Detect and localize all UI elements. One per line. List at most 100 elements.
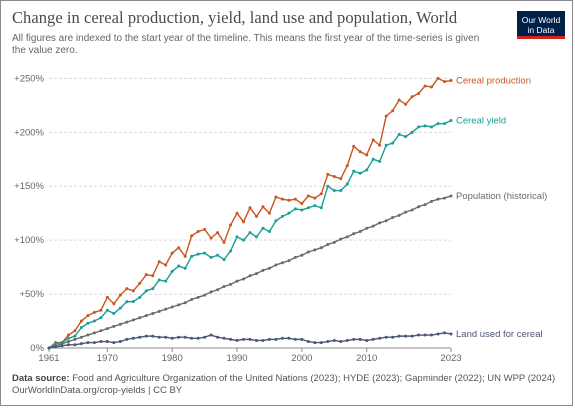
data-point [222, 336, 226, 340]
data-point [449, 194, 453, 198]
data-point [125, 337, 129, 341]
data-point [404, 334, 408, 338]
data-point [99, 329, 103, 333]
footer-url[interactable]: OurWorldInData.org/crop-yields | CC BY [12, 385, 183, 396]
data-point [326, 172, 330, 176]
data-point [248, 206, 252, 210]
data-point [352, 144, 356, 148]
data-point [92, 341, 96, 345]
data-point [397, 213, 401, 217]
data-point [436, 332, 440, 336]
x-tick-label: 1980 [162, 353, 183, 364]
data-point [125, 300, 129, 304]
data-point [449, 332, 453, 336]
data-point [138, 335, 142, 339]
data-point [274, 337, 278, 341]
data-point [391, 109, 395, 113]
data-point [332, 240, 336, 244]
source-text: Food and Agriculture Organization of the… [72, 373, 556, 384]
data-point [151, 311, 155, 315]
data-point [118, 306, 122, 310]
data-point [365, 153, 369, 157]
data-point [339, 237, 343, 241]
data-point [410, 95, 414, 99]
data-point [242, 220, 246, 224]
data-point [138, 316, 142, 320]
data-point [430, 333, 434, 337]
data-point [105, 340, 109, 344]
data-point [79, 319, 83, 323]
series-line-production [48, 77, 452, 349]
gridlines [49, 77, 451, 349]
owid-logo[interactable]: Our World in Data [517, 11, 565, 39]
data-point [326, 340, 330, 344]
data-point [118, 340, 122, 344]
data-point [280, 261, 284, 265]
data-point [92, 331, 96, 335]
data-point [287, 211, 291, 215]
data-point [177, 335, 181, 339]
data-point [144, 334, 148, 338]
data-point [287, 198, 291, 202]
data-point [378, 336, 382, 340]
data-point [196, 230, 200, 234]
data-point [105, 295, 109, 299]
data-point [177, 303, 181, 307]
data-point [391, 335, 395, 339]
data-point [261, 226, 265, 230]
data-point [60, 344, 64, 348]
data-point [339, 189, 343, 193]
series-line-yield [48, 119, 452, 349]
data-point [203, 251, 207, 255]
data-point [177, 264, 181, 268]
data-point [190, 254, 194, 258]
data-point [397, 132, 401, 136]
data-point [79, 335, 83, 339]
data-point [274, 195, 278, 199]
data-point [274, 219, 278, 223]
data-point [248, 231, 252, 235]
data-point [222, 240, 226, 244]
series-label-land: Land used for cereal [456, 329, 543, 340]
data-point [430, 85, 434, 89]
data-point [170, 305, 174, 309]
data-point [66, 340, 70, 344]
data-point [216, 253, 220, 257]
data-point [332, 189, 336, 193]
data-point [423, 333, 427, 337]
data-point [384, 143, 388, 147]
data-point [105, 308, 109, 312]
data-point [254, 214, 258, 218]
data-point [371, 224, 375, 228]
data-point [293, 337, 297, 341]
data-point [449, 79, 453, 83]
data-point [248, 274, 252, 278]
data-point [404, 102, 408, 106]
data-point [73, 343, 77, 347]
data-point [79, 342, 83, 346]
data-point [397, 334, 401, 338]
data-point [216, 335, 220, 339]
data-point [280, 336, 284, 340]
data-point [164, 263, 168, 267]
data-point [443, 196, 447, 200]
data-point [267, 266, 271, 270]
data-point [53, 342, 57, 346]
data-point [183, 254, 187, 258]
data-point [99, 340, 103, 344]
data-point [267, 230, 271, 234]
data-point [261, 338, 265, 342]
data-point [170, 269, 174, 273]
data-point [443, 122, 447, 126]
data-point [352, 232, 356, 236]
chart-subtitle: All figures are indexed to the start yea… [12, 33, 480, 56]
data-point [443, 331, 447, 335]
data-point [164, 307, 168, 311]
data-point [138, 281, 142, 285]
series-labels: Cereal production Cereal yield Population … [456, 76, 547, 340]
data-point [300, 253, 304, 257]
data-point [313, 341, 317, 345]
data-point [417, 125, 421, 129]
data-point [391, 141, 395, 145]
